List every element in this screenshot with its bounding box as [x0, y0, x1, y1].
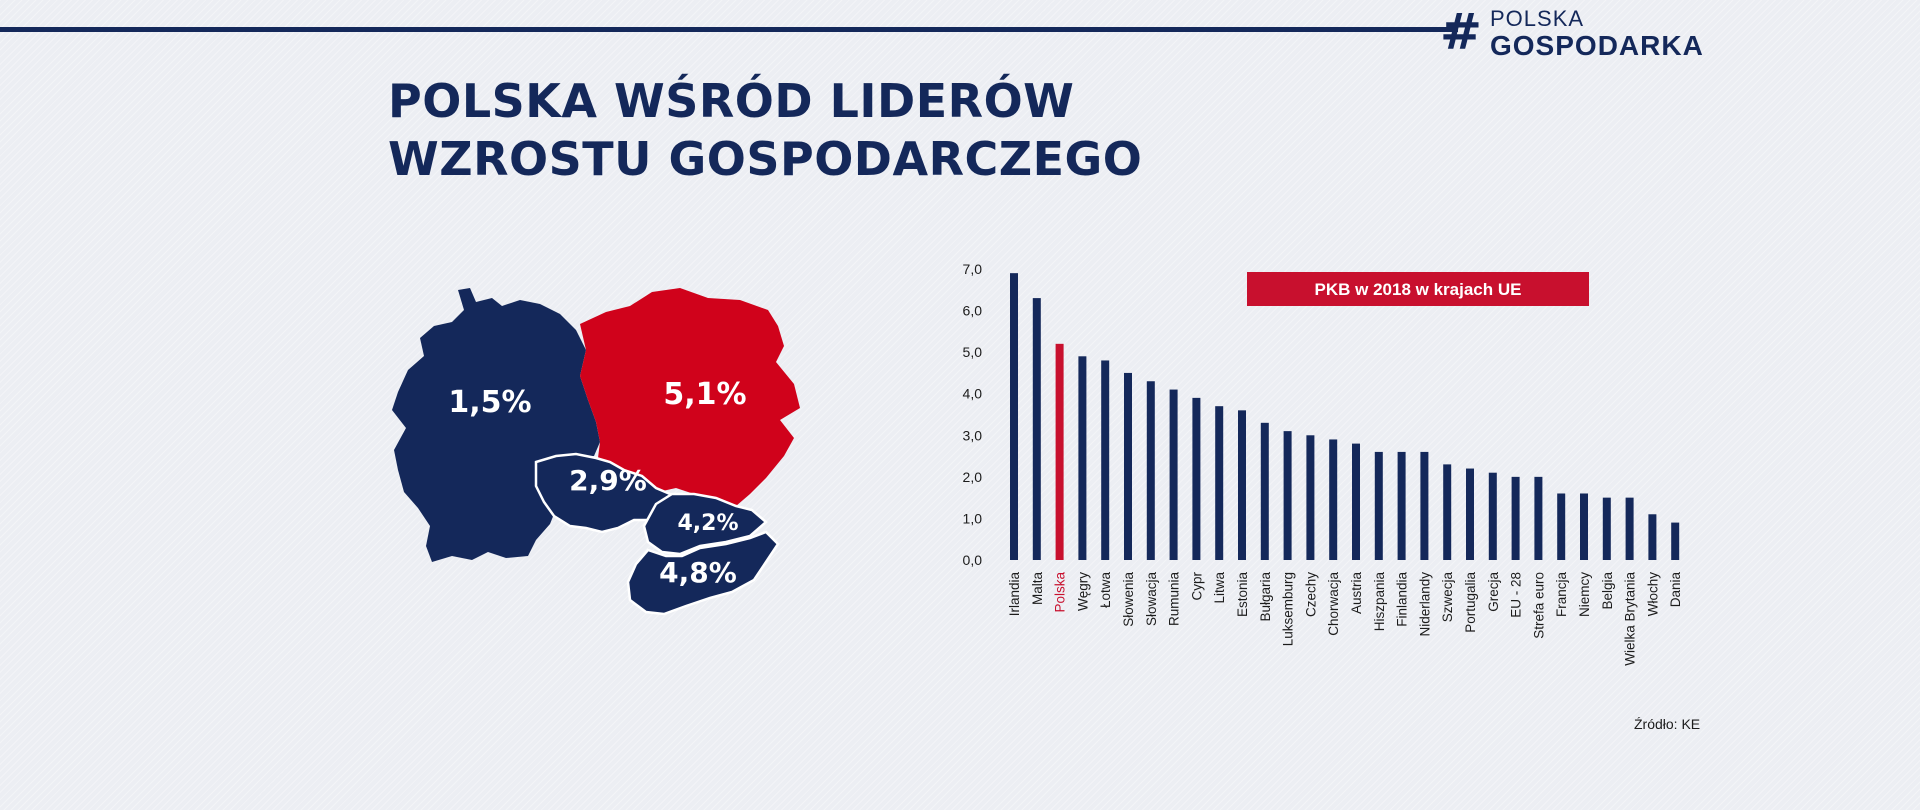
- x-tick-label: Malta: [1030, 572, 1045, 606]
- x-tick-label: Czechy: [1303, 572, 1318, 617]
- x-tick-label: Niderlandy: [1417, 572, 1432, 637]
- map-hungary: [626, 530, 780, 616]
- label-hungary: 4,8%: [659, 556, 737, 589]
- y-tick-label: 2,0: [963, 469, 983, 485]
- bar-22: [1511, 476, 1520, 560]
- x-tick-label: Francja: [1554, 572, 1569, 618]
- bar-18: [1420, 451, 1429, 560]
- bar-24: [1557, 493, 1566, 560]
- bar-10: [1238, 410, 1246, 560]
- x-tick-label: Portugalia: [1463, 572, 1478, 633]
- bar-28: [1648, 514, 1657, 560]
- bar-7: [1169, 389, 1178, 560]
- x-tick-label: Irlandia: [1007, 572, 1022, 617]
- central-europe-map: 1,5% 5,1% 2,9% 4,2% 4,8%: [392, 288, 800, 616]
- x-tick-label: Cypr: [1189, 572, 1204, 601]
- bar-23: [1534, 476, 1543, 560]
- bar-20: [1466, 468, 1474, 560]
- bar-3: [1078, 356, 1087, 560]
- x-axis-labels: Irlandia Malta Polska Węgry Łotwa Słowenia Sło…: [1007, 572, 1683, 666]
- x-tick-label: Dania: [1668, 572, 1683, 608]
- bar-26: [1602, 497, 1611, 560]
- y-tick-label: 4,0: [963, 386, 983, 402]
- bar-29: [1671, 522, 1680, 560]
- x-tick-label: Chorwacja: [1326, 572, 1341, 636]
- x-tick-label: Grecja: [1486, 572, 1501, 612]
- bar-25: [1580, 493, 1588, 560]
- y-tick-label: 6,0: [963, 303, 983, 319]
- bar-12: [1283, 431, 1292, 560]
- page-title: POLSKA WŚRÓD LIDERÓW WZROSTU GOSPODARCZE…: [388, 72, 1142, 188]
- x-tick-label: Bułgaria: [1258, 572, 1273, 622]
- label-czechia: 2,9%: [569, 464, 647, 497]
- title-line-1: POLSKA WŚRÓD LIDERÓW: [388, 74, 1075, 128]
- y-tick-label: 3,0: [963, 427, 983, 443]
- x-tick-label: Węgry: [1075, 572, 1090, 611]
- x-tick-label: EU - 28: [1509, 572, 1524, 618]
- y-tick-label: 7,0: [963, 261, 983, 277]
- gdp-bar-chart: 0,0 1,0 2,0 3,0 4,0 5,0 6,0 7,0 Irlandia Malta Po…: [963, 261, 1684, 666]
- map-poland: [580, 288, 800, 506]
- logo-bottom-text: GOSPODARKA: [1490, 30, 1704, 61]
- bar-13: [1306, 435, 1315, 560]
- label-germany: 1,5%: [448, 385, 531, 420]
- y-axis: 0,0 1,0 2,0 3,0 4,0 5,0 6,0 7,0: [963, 261, 983, 568]
- x-tick-label: Polska: [1053, 572, 1068, 613]
- polska-gospodarka-logo: # POLSKA GOSPODARKA: [1440, 3, 1740, 61]
- top-rule: [0, 27, 1458, 32]
- x-tick-label: Luksemburg: [1281, 572, 1296, 646]
- x-tick-label: Szwecja: [1440, 572, 1455, 623]
- x-tick-label: Strefa euro: [1531, 572, 1546, 639]
- x-tick-label: Słowenia: [1121, 572, 1136, 627]
- bars: [1010, 273, 1680, 560]
- x-tick-label: Rumunia: [1167, 572, 1182, 627]
- x-tick-label: Austria: [1349, 572, 1364, 615]
- bar-21: [1488, 472, 1497, 560]
- title-line-2: WZROSTU GOSPODARCZEGO: [388, 132, 1143, 186]
- y-tick-label: 0,0: [963, 552, 983, 568]
- bar-14: [1329, 439, 1338, 560]
- bar-5: [1124, 372, 1132, 560]
- chart-title: PKB w 2018 w krajach UE: [1315, 280, 1522, 299]
- bar-6: [1146, 381, 1155, 560]
- bar-8: [1192, 397, 1201, 560]
- label-slovakia: 4,2%: [677, 511, 738, 536]
- x-tick-label: Belgia: [1600, 572, 1615, 610]
- map-slovakia: [642, 492, 768, 556]
- x-tick-label: Estonia: [1235, 572, 1250, 618]
- bar-27: [1625, 497, 1634, 560]
- logo-top-text: POLSKA: [1490, 6, 1585, 31]
- bar-1: [1032, 298, 1041, 560]
- x-tick-label: Litwa: [1212, 572, 1227, 604]
- bar-0: [1010, 273, 1018, 560]
- x-tick-label: Wielka Brytania: [1623, 572, 1638, 666]
- bar-15: [1352, 443, 1360, 560]
- x-tick-label: Łotwa: [1098, 572, 1113, 609]
- bar-2: [1055, 343, 1064, 560]
- y-tick-label: 5,0: [963, 344, 983, 360]
- x-tick-label: Niemcy: [1577, 572, 1592, 617]
- hash-icon: #: [1440, 3, 1482, 61]
- x-tick-label: Włochy: [1645, 572, 1660, 617]
- bar-9: [1215, 406, 1224, 560]
- x-tick-label: Słowacja: [1144, 572, 1159, 627]
- bar-16: [1374, 451, 1383, 560]
- x-tick-label: Hiszpania: [1372, 572, 1387, 632]
- bar-4: [1101, 360, 1110, 560]
- label-poland: 5,1%: [663, 377, 746, 412]
- chart-title-box: [1247, 272, 1589, 306]
- y-tick-label: 1,0: [963, 510, 983, 526]
- x-tick-label: Finlandia: [1395, 572, 1410, 627]
- bar-11: [1260, 422, 1269, 560]
- bar-17: [1397, 451, 1406, 560]
- source-note: Źródło: KE: [1634, 716, 1701, 732]
- bar-19: [1443, 464, 1452, 560]
